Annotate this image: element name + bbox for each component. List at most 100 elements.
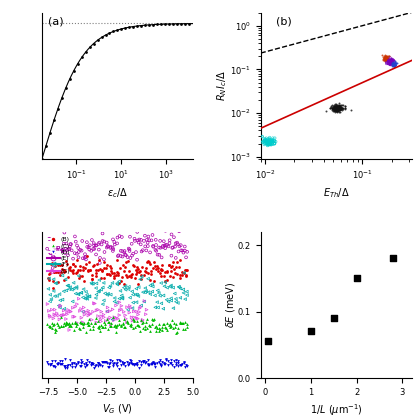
Point bbox=[165, 262, 172, 268]
Point bbox=[141, 298, 147, 305]
X-axis label: $1/L$ ($\mu$m$^{-1}$): $1/L$ ($\mu$m$^{-1}$) bbox=[310, 402, 362, 418]
Point bbox=[257, 138, 263, 144]
Point bbox=[132, 291, 139, 298]
Point bbox=[172, 360, 179, 367]
Point bbox=[266, 136, 273, 142]
Point bbox=[391, 61, 397, 68]
Point bbox=[181, 266, 188, 273]
Point bbox=[90, 240, 97, 247]
Point bbox=[116, 299, 123, 306]
Point bbox=[158, 362, 164, 368]
Point bbox=[379, 51, 386, 58]
Point bbox=[109, 269, 116, 276]
Point bbox=[70, 285, 77, 292]
Point bbox=[332, 105, 339, 112]
Point bbox=[128, 273, 135, 280]
Point bbox=[97, 265, 104, 272]
Point bbox=[264, 141, 271, 148]
Point bbox=[268, 138, 275, 145]
Point bbox=[152, 361, 159, 368]
Point bbox=[97, 316, 104, 323]
Point bbox=[55, 360, 62, 367]
Point bbox=[83, 329, 89, 336]
Point bbox=[79, 267, 86, 274]
Point bbox=[270, 138, 276, 144]
Point bbox=[71, 327, 77, 333]
Point bbox=[48, 307, 55, 313]
Point bbox=[336, 105, 343, 112]
Point bbox=[64, 320, 71, 327]
Point bbox=[147, 249, 153, 256]
Point bbox=[84, 253, 90, 260]
Point bbox=[391, 58, 398, 65]
Point bbox=[122, 312, 129, 319]
Point bbox=[57, 297, 63, 304]
Point bbox=[89, 272, 95, 278]
Point bbox=[79, 308, 86, 315]
Point bbox=[266, 139, 273, 146]
Point bbox=[45, 361, 51, 368]
Point bbox=[62, 364, 68, 371]
Point bbox=[126, 234, 133, 240]
Point bbox=[107, 357, 113, 364]
Point bbox=[152, 247, 159, 253]
Point bbox=[264, 137, 271, 144]
Point bbox=[394, 59, 400, 66]
Point bbox=[387, 58, 394, 64]
Point bbox=[262, 136, 269, 143]
Point bbox=[51, 269, 58, 276]
Point bbox=[180, 289, 187, 296]
Point bbox=[156, 270, 163, 276]
Point bbox=[47, 362, 53, 368]
Point bbox=[70, 255, 76, 262]
Point bbox=[149, 360, 155, 366]
Point bbox=[55, 244, 61, 251]
Point bbox=[125, 286, 132, 292]
Point bbox=[266, 139, 273, 145]
Point bbox=[389, 56, 396, 63]
Point bbox=[334, 103, 341, 110]
Point bbox=[390, 57, 396, 63]
Point bbox=[74, 320, 80, 326]
Point bbox=[59, 272, 66, 279]
Point bbox=[102, 265, 109, 272]
Point bbox=[157, 360, 164, 367]
Point bbox=[78, 315, 85, 321]
Point bbox=[268, 141, 274, 148]
Point bbox=[52, 268, 59, 275]
Point bbox=[100, 311, 107, 318]
Point bbox=[128, 314, 135, 320]
Point bbox=[144, 239, 151, 246]
Point bbox=[126, 246, 133, 253]
Point bbox=[111, 314, 118, 320]
Point bbox=[79, 319, 86, 326]
Point bbox=[338, 106, 344, 113]
Point bbox=[82, 295, 89, 302]
Point bbox=[139, 317, 146, 323]
Point bbox=[89, 317, 95, 323]
Point bbox=[392, 60, 399, 66]
Point bbox=[114, 281, 121, 288]
Point bbox=[177, 320, 184, 326]
Point bbox=[111, 239, 118, 245]
Point bbox=[179, 269, 186, 276]
Point bbox=[391, 61, 398, 68]
Point bbox=[134, 269, 140, 276]
Point bbox=[390, 60, 396, 67]
Point bbox=[135, 358, 142, 365]
Point bbox=[331, 105, 338, 111]
Point bbox=[331, 105, 338, 112]
Point bbox=[341, 102, 348, 109]
Point bbox=[136, 365, 142, 371]
Point bbox=[102, 290, 108, 297]
Point bbox=[386, 60, 392, 67]
Point bbox=[79, 255, 86, 262]
Point bbox=[75, 267, 81, 273]
Point bbox=[65, 307, 72, 313]
Point bbox=[264, 138, 270, 144]
Point bbox=[117, 288, 124, 294]
Point bbox=[391, 60, 397, 67]
Point bbox=[75, 325, 82, 331]
Point bbox=[174, 299, 181, 306]
Point bbox=[59, 248, 66, 255]
